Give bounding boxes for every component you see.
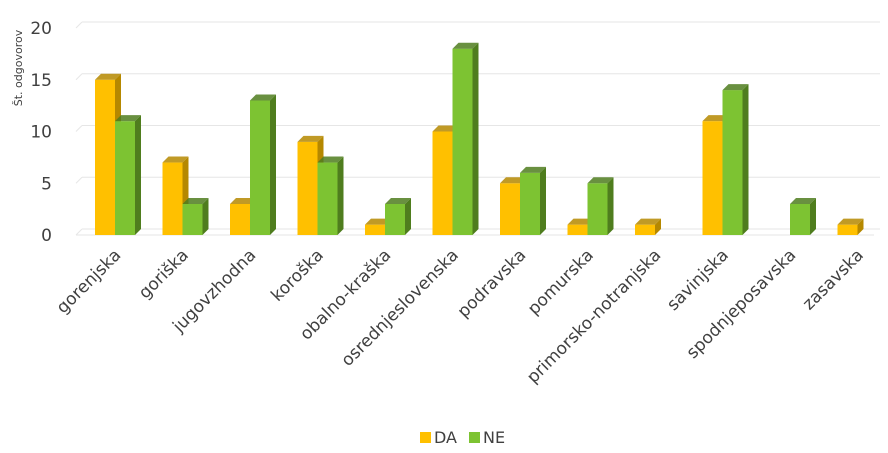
bar-front (702, 121, 723, 235)
bar-ne-jugovzhodna (250, 94, 276, 235)
bar-front (365, 224, 385, 235)
bar-front (95, 79, 115, 235)
bar-front (635, 224, 655, 235)
bar-side (857, 218, 864, 235)
legend-label-da: DA (434, 428, 457, 447)
legend-swatch-ne (469, 432, 480, 443)
category-label: savinjska (663, 245, 733, 315)
bar-top (162, 156, 189, 163)
category-label: zasavska (799, 245, 868, 314)
bar-side (135, 115, 141, 235)
y-tick-label: 10 (30, 123, 52, 143)
bar-top (635, 218, 661, 225)
bar-top (520, 166, 546, 173)
y-axis-ticks: 0 5 10 15 20 (30, 19, 52, 246)
bar-front (297, 141, 318, 235)
bar-front (452, 48, 473, 236)
bars (95, 42, 864, 236)
bar-side (540, 166, 546, 235)
bar-side (405, 197, 411, 235)
bar-top (115, 115, 141, 122)
gridline-depth (75, 125, 83, 132)
bar-front (567, 224, 588, 235)
bar-ne-goriška (182, 197, 209, 235)
bar-ne-obalno-kraška (385, 197, 411, 235)
legend-swatch-da (420, 432, 431, 443)
y-tick-label: 15 (30, 71, 52, 91)
bar-front (722, 90, 743, 235)
category-label: pomurska (524, 245, 598, 319)
bar-ne-spodnjeposavska (790, 197, 816, 235)
bar-top (317, 156, 344, 163)
bar-top (837, 218, 864, 225)
bar-top (500, 177, 526, 184)
gridlines (75, 21, 880, 236)
y-tick-label: 5 (41, 174, 52, 194)
bar-front (250, 100, 270, 235)
bar-front (162, 162, 183, 235)
bar-ne-savinjska (722, 84, 749, 235)
bar-front (317, 162, 338, 235)
bar-ne-koroška (317, 156, 344, 235)
y-tick-label: 20 (30, 19, 52, 39)
bar-side (472, 42, 479, 236)
bar-ne-pomurska (587, 177, 614, 235)
bar-top (250, 94, 276, 101)
bar-top (702, 115, 729, 122)
bar-da-primorsko-notranjska (635, 218, 661, 235)
bar-top (182, 197, 209, 204)
bar-side (202, 197, 209, 235)
bar-front (230, 203, 250, 235)
category-label: koroška (267, 245, 327, 305)
bar-top (230, 197, 256, 204)
bar-da-zasavska (837, 218, 864, 235)
bar-top (365, 218, 391, 225)
bar-ne-podravska (520, 166, 546, 235)
legend-label-ne: NE (483, 428, 505, 447)
category-label: primorsko-notranjska (523, 245, 665, 387)
bar-side (270, 94, 276, 235)
bar-front (790, 203, 810, 235)
bar-front (520, 172, 540, 235)
y-tick-label: 0 (41, 226, 52, 246)
bar-front (432, 131, 453, 235)
bar-top (452, 42, 479, 49)
gridline-depth (75, 228, 83, 236)
bar-top (432, 125, 459, 132)
bar-side (337, 156, 344, 235)
bar-side (810, 197, 816, 235)
bar-top (95, 73, 121, 80)
category-label: gorenjska (53, 245, 126, 318)
gridline-depth (75, 73, 83, 81)
bar-side (607, 177, 614, 235)
category-label: podravska (454, 245, 531, 322)
bar-top (385, 197, 411, 204)
bar-front (182, 203, 203, 235)
category-label: osrednjeslovenska (337, 245, 462, 370)
bar-top (587, 177, 614, 184)
bar-front (115, 121, 135, 235)
legend: DA NE (420, 428, 505, 447)
bar-top (297, 135, 324, 142)
bar-side (742, 84, 749, 235)
gridline-depth (75, 21, 83, 29)
bar-ne-gorenjska (115, 115, 141, 235)
bar-top (567, 218, 594, 225)
bar-front (385, 203, 405, 235)
bar-front (587, 183, 608, 235)
bar-top (722, 84, 749, 91)
bar-ne-osrednjeslovenska (452, 42, 479, 236)
y-axis-label: Št. odgovorov (12, 29, 25, 106)
bar-top (790, 197, 816, 204)
gridline-depth (75, 176, 83, 184)
bar-front (837, 224, 858, 235)
bar-front (500, 183, 520, 235)
category-label: goriška (135, 245, 193, 303)
bar-side (655, 218, 661, 235)
